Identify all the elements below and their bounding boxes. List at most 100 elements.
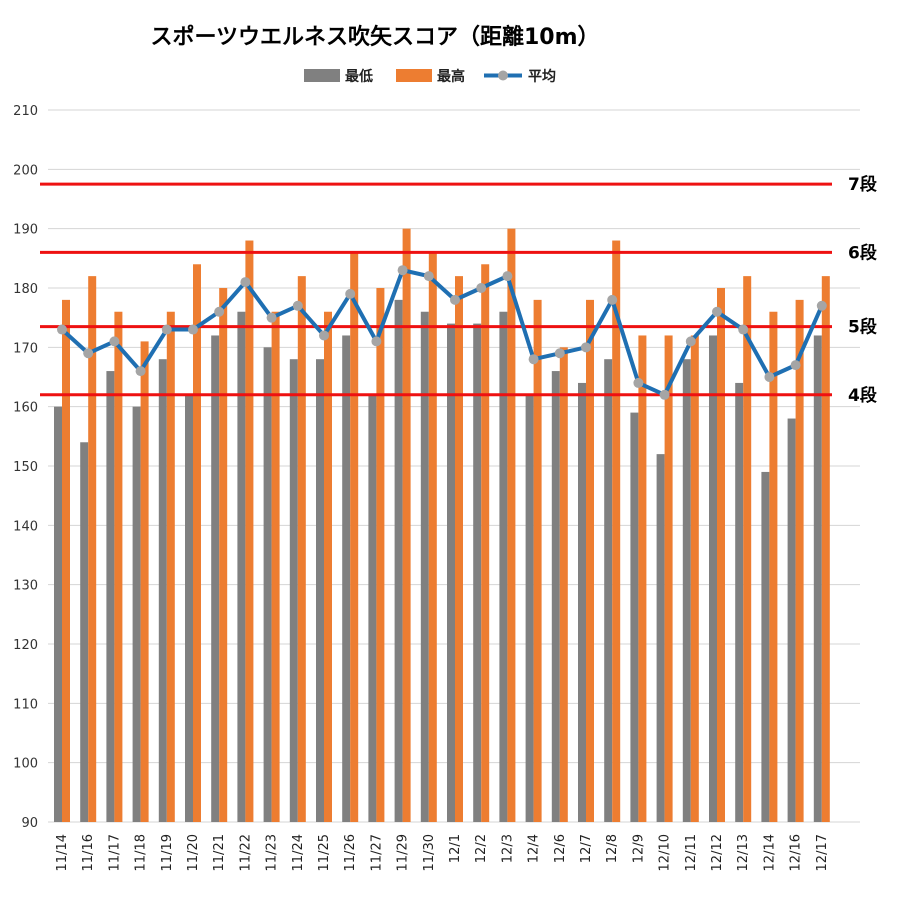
bar-min <box>761 471 770 822</box>
average-point <box>345 288 356 299</box>
average-point <box>659 389 670 400</box>
x-tick-label: 11/18 <box>134 834 149 871</box>
average-point <box>188 324 198 335</box>
x-tick-label: 11/14 <box>55 834 70 871</box>
average-point <box>633 377 644 388</box>
bar-min <box>735 382 744 822</box>
average-series-line <box>60 268 824 397</box>
average-point <box>319 330 329 341</box>
bar-max <box>219 288 228 822</box>
average-point <box>764 372 775 382</box>
bar-min <box>368 394 377 822</box>
x-tick-label: 11/29 <box>396 834 411 871</box>
bar-max <box>481 264 490 822</box>
x-tick-label: 12/10 <box>658 834 673 871</box>
x-tick-label: 12/4 <box>527 834 542 863</box>
average-point <box>161 324 172 335</box>
x-tick-label: 12/12 <box>710 834 725 871</box>
bar-min <box>578 382 586 822</box>
reference-lines: 7段 6段 5段 4段 <box>40 174 877 406</box>
x-tick-label: 11/21 <box>212 834 227 871</box>
x-tick-label: 12/17 <box>815 834 830 871</box>
bar-min <box>682 359 691 822</box>
bar-max <box>690 335 699 822</box>
average-point <box>450 294 460 305</box>
x-tick-label: 11/27 <box>369 834 384 871</box>
average-point <box>57 324 67 335</box>
y-tick-label: 170 <box>13 341 38 356</box>
bar-min <box>132 406 141 822</box>
bar-max <box>114 311 123 822</box>
bar-max <box>717 288 725 822</box>
bar-max <box>795 299 804 822</box>
x-tick-label: 11/20 <box>186 834 201 871</box>
bar-min <box>473 323 482 822</box>
average-point <box>240 277 251 288</box>
bar-min <box>604 359 613 822</box>
average-point <box>83 348 94 359</box>
bar-max <box>743 276 752 823</box>
average-point <box>423 271 434 282</box>
x-tick-label: 12/11 <box>684 834 699 871</box>
bar-min <box>551 371 560 822</box>
bar-min <box>263 347 272 822</box>
bar-min <box>289 359 298 822</box>
y-tick-label: 160 <box>13 401 38 416</box>
bar-min <box>211 335 220 822</box>
chart-title: スポーツウエルネス吹矢スコア（距離10m） <box>150 24 599 50</box>
x-tick-label: 12/8 <box>605 834 620 863</box>
average-point <box>476 283 487 293</box>
average-point <box>502 271 513 282</box>
x-tick-label: 12/6 <box>553 834 568 863</box>
bar-min <box>54 406 62 822</box>
bar-min <box>342 335 351 822</box>
bar-max <box>638 335 647 822</box>
y-tick-label: 180 <box>13 282 38 297</box>
x-tick-label: 12/16 <box>789 834 804 871</box>
bar-max <box>193 264 201 822</box>
average-point <box>397 265 408 276</box>
bar-min <box>394 299 403 822</box>
bar-max <box>428 252 437 822</box>
average-point <box>816 300 827 311</box>
average-point <box>135 366 146 377</box>
bar-max <box>297 276 306 823</box>
bar-max <box>559 347 568 822</box>
average-line <box>57 265 827 400</box>
bars <box>54 228 830 823</box>
bar-max <box>769 311 778 822</box>
bar-max <box>455 276 463 823</box>
bar-min <box>316 359 324 822</box>
bar-max <box>166 311 175 822</box>
x-tick-label: 11/17 <box>107 834 122 871</box>
bar-max <box>271 311 280 822</box>
bar-max <box>821 276 830 823</box>
reference-line-label: 5段 <box>848 317 877 338</box>
bar-max <box>533 299 542 822</box>
y-tick-label: 90 <box>21 816 38 831</box>
y-tick-label: 210 <box>13 104 38 119</box>
bar-min <box>499 311 508 822</box>
average-point <box>292 300 303 311</box>
y-tick-label: 200 <box>13 163 38 178</box>
bar-max <box>245 240 254 823</box>
bar-min <box>237 311 246 822</box>
x-tick-label: 12/3 <box>500 834 515 863</box>
bar-min <box>630 412 639 822</box>
bar-max <box>62 299 70 822</box>
y-tick-label: 110 <box>13 697 38 712</box>
average-point <box>607 294 618 305</box>
bar-max <box>612 240 621 823</box>
x-tick-label: 12/7 <box>579 834 594 863</box>
bar-max <box>507 228 516 822</box>
bar-min <box>447 323 455 822</box>
x-tick-label: 12/14 <box>762 834 777 871</box>
bar-max <box>140 341 149 822</box>
bar-max <box>376 288 385 822</box>
bar-min <box>787 418 796 822</box>
bar-min <box>106 371 115 822</box>
x-tick-label: 11/26 <box>343 834 358 871</box>
bar-max <box>586 299 594 822</box>
average-point <box>371 336 382 347</box>
